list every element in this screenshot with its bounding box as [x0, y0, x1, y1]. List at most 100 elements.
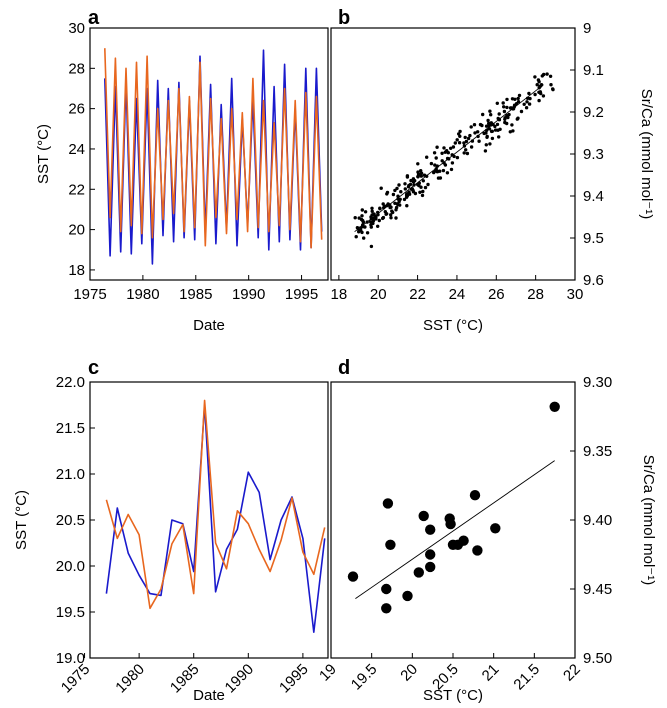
data-point-b — [490, 136, 495, 141]
panel-letter-b: b — [338, 7, 350, 29]
data-point-b — [440, 159, 444, 163]
x-axis-label-c: Date — [193, 687, 225, 704]
data-point-d — [425, 561, 436, 573]
data-point-b — [360, 214, 364, 218]
x-tick-label-a: 1980 — [126, 286, 159, 303]
plot-area-c: 1975 1980 1985 1990 199519.019.520.020.521.0… — [56, 374, 326, 696]
data-point-b — [416, 162, 420, 166]
data-point-b — [360, 230, 364, 235]
data-point-b — [517, 93, 522, 98]
x-axis-label-a: Date — [193, 317, 225, 334]
data-point-b — [551, 87, 555, 92]
data-point-b — [457, 132, 461, 136]
data-point-b — [533, 92, 537, 97]
plot-area-d: 19 19.5 20 20.5 21 21.5 229.309.359.409.459.50 — [316, 374, 612, 693]
data-point-b — [525, 100, 529, 104]
data-point-b — [399, 190, 403, 194]
y-tick-label-a: 26 — [68, 101, 85, 118]
data-point-b — [442, 146, 446, 150]
data-point-b — [453, 141, 457, 145]
data-point-b — [393, 188, 397, 193]
panel-b: b 18 20 22 24 26 28 30 9 9.1 9.2 9.3 9.4 9.5 9.6 SST … — [330, 7, 655, 334]
data-point-d — [381, 603, 392, 614]
data-point-b — [510, 97, 515, 101]
data-point-b — [458, 129, 462, 134]
data-point-b — [368, 220, 373, 224]
data-point-b — [502, 105, 506, 109]
data-point-b — [535, 83, 539, 87]
data-point-b — [418, 190, 422, 194]
data-point-b — [394, 208, 398, 212]
data-point-b — [466, 136, 471, 141]
data-point-b — [389, 216, 393, 220]
data-point-b — [426, 182, 430, 187]
data-point-b — [416, 172, 421, 176]
data-point-d — [445, 518, 456, 530]
x-tick-label-b: 18 — [331, 286, 348, 303]
x-tick-label-b: 20 — [370, 286, 387, 303]
data-point-b — [524, 106, 529, 110]
data-point-b — [443, 163, 448, 167]
series-line-a-1 — [104, 48, 323, 249]
y-tick-label-a: 20 — [68, 222, 85, 239]
data-point-b — [405, 204, 409, 208]
data-point-b — [462, 151, 466, 155]
data-point-b — [457, 141, 462, 145]
data-point-d — [385, 539, 396, 550]
data-point-b — [487, 121, 491, 126]
data-point-b — [416, 175, 420, 179]
fit-line-b — [354, 84, 544, 233]
x-tick-label-d: 20 — [397, 661, 421, 685]
data-point-b — [438, 169, 442, 173]
data-point-b — [511, 129, 515, 133]
data-point-d — [549, 401, 560, 412]
panel-a: a 1975 1980 1985 1990 1995 18 20 22 24 26 28 30 Dat… — [35, 7, 329, 334]
y-tick-label-d: 9.45 — [583, 581, 612, 598]
data-point-b — [485, 134, 489, 139]
data-point-b — [385, 190, 390, 195]
data-point-b — [527, 102, 532, 106]
data-point-b — [353, 216, 357, 220]
data-point-b — [357, 230, 361, 234]
data-point-b — [548, 74, 553, 79]
data-point-b — [472, 123, 477, 127]
data-point-b — [545, 72, 549, 76]
data-point-b — [505, 97, 509, 102]
y-tick-label-b: 9 — [583, 20, 591, 37]
data-point-b — [421, 179, 425, 183]
data-point-b — [490, 129, 494, 133]
x-tick-label-a: 1995 — [285, 286, 318, 303]
data-point-b — [488, 142, 492, 146]
y-axis-label-b: Sr/Ca (mmol mol⁻¹) — [638, 89, 655, 219]
y-axis-label-d: Sr/Ca (mmol mol⁻¹) — [640, 455, 657, 585]
data-point-b — [420, 193, 425, 198]
data-point-b — [516, 96, 520, 101]
data-point-b — [508, 130, 512, 134]
data-point-b — [515, 117, 519, 121]
data-point-b — [369, 225, 373, 229]
data-point-d — [381, 583, 392, 595]
data-point-b — [522, 102, 526, 107]
y-tick-label-a: 28 — [68, 60, 85, 77]
data-point-b — [465, 151, 470, 156]
data-point-b — [369, 244, 374, 249]
data-point-b — [462, 141, 466, 145]
data-point-b — [385, 212, 389, 216]
data-point-b — [403, 187, 407, 191]
panel-letter-a: a — [88, 7, 100, 29]
data-point-d — [472, 545, 483, 556]
y-tick-label-c: 21.5 — [56, 420, 85, 437]
data-point-b — [468, 133, 472, 138]
y-tick-label-a: 22 — [68, 181, 85, 198]
y-tick-label-c: 20.0 — [56, 558, 85, 575]
data-point-b — [377, 218, 381, 223]
y-tick-label-a: 30 — [68, 20, 85, 37]
data-point-b — [405, 174, 410, 178]
data-point-b — [419, 169, 423, 173]
data-point-b — [477, 139, 481, 143]
data-point-b — [370, 213, 374, 217]
data-point-b — [419, 174, 423, 178]
data-point-b — [389, 213, 393, 217]
data-point-b — [434, 156, 438, 160]
data-point-b — [391, 192, 396, 197]
